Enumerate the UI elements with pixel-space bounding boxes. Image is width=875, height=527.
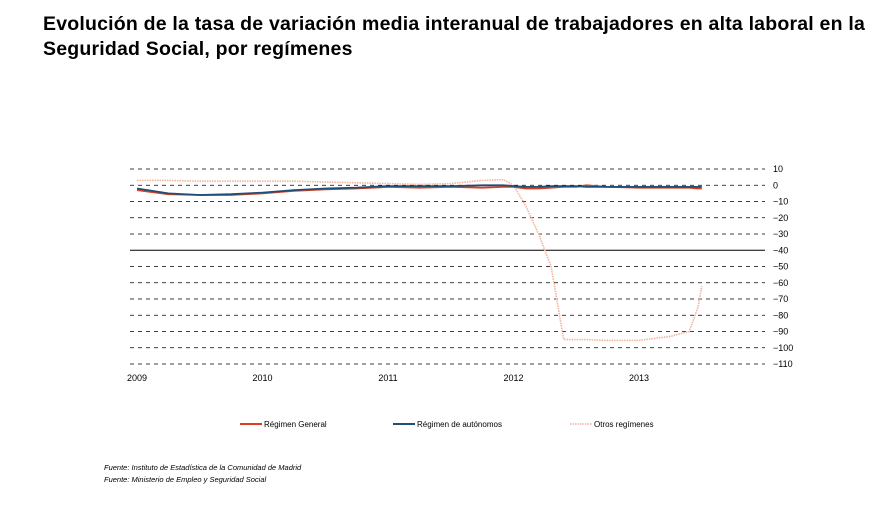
x-axis-ticks: 2009 2010 2011 2012 2013	[127, 373, 649, 383]
y-tick-label: −110	[773, 359, 793, 369]
y-tick-label: −10	[773, 197, 788, 207]
x-tick-label: 2009	[127, 373, 147, 383]
source-note-1: Fuente: Instituto de Estadística de la C…	[104, 463, 302, 472]
x-tick-label: 2012	[503, 373, 523, 383]
series-lines	[136, 178, 703, 342]
gridlines	[130, 168, 765, 365]
legend-label: Régimen General	[264, 420, 327, 429]
y-tick-label: −70	[773, 294, 788, 304]
y-tick-label: 10	[773, 164, 783, 174]
y-tick-label: −50	[773, 262, 788, 272]
x-tick-label: 2011	[378, 373, 397, 383]
y-tick-label: −40	[773, 245, 788, 255]
x-tick-label: 2010	[252, 373, 272, 383]
x-tick-label: 2013	[629, 373, 649, 383]
y-tick-label: −100	[773, 343, 793, 353]
y-tick-label: −90	[773, 327, 788, 337]
series-line	[136, 184, 702, 196]
y-tick-label: −20	[773, 213, 788, 223]
y-tick-label: −80	[773, 310, 788, 320]
y-axis-ticks: 10 0 −10 −20 −30 −40 −50 −60 −70 −80 −90 −100 −110	[773, 164, 793, 369]
legend-label: Otros regímenes	[594, 420, 654, 429]
legend-label: Régimen de autónomos	[417, 420, 502, 429]
y-tick-label: 0	[773, 180, 778, 190]
source-note-2: Fuente: Ministerio de Empleo y Seguridad…	[104, 475, 267, 484]
chart-title: Evolución de la tasa de variación media …	[43, 13, 865, 60]
y-tick-label: −30	[773, 229, 788, 239]
y-tick-label: −60	[773, 278, 788, 288]
sources: Fuente: Instituto de Estadística de la C…	[104, 462, 301, 486]
series-line	[137, 178, 703, 342]
legend: Régimen General Régimen de autónomos Otros…	[240, 420, 654, 429]
